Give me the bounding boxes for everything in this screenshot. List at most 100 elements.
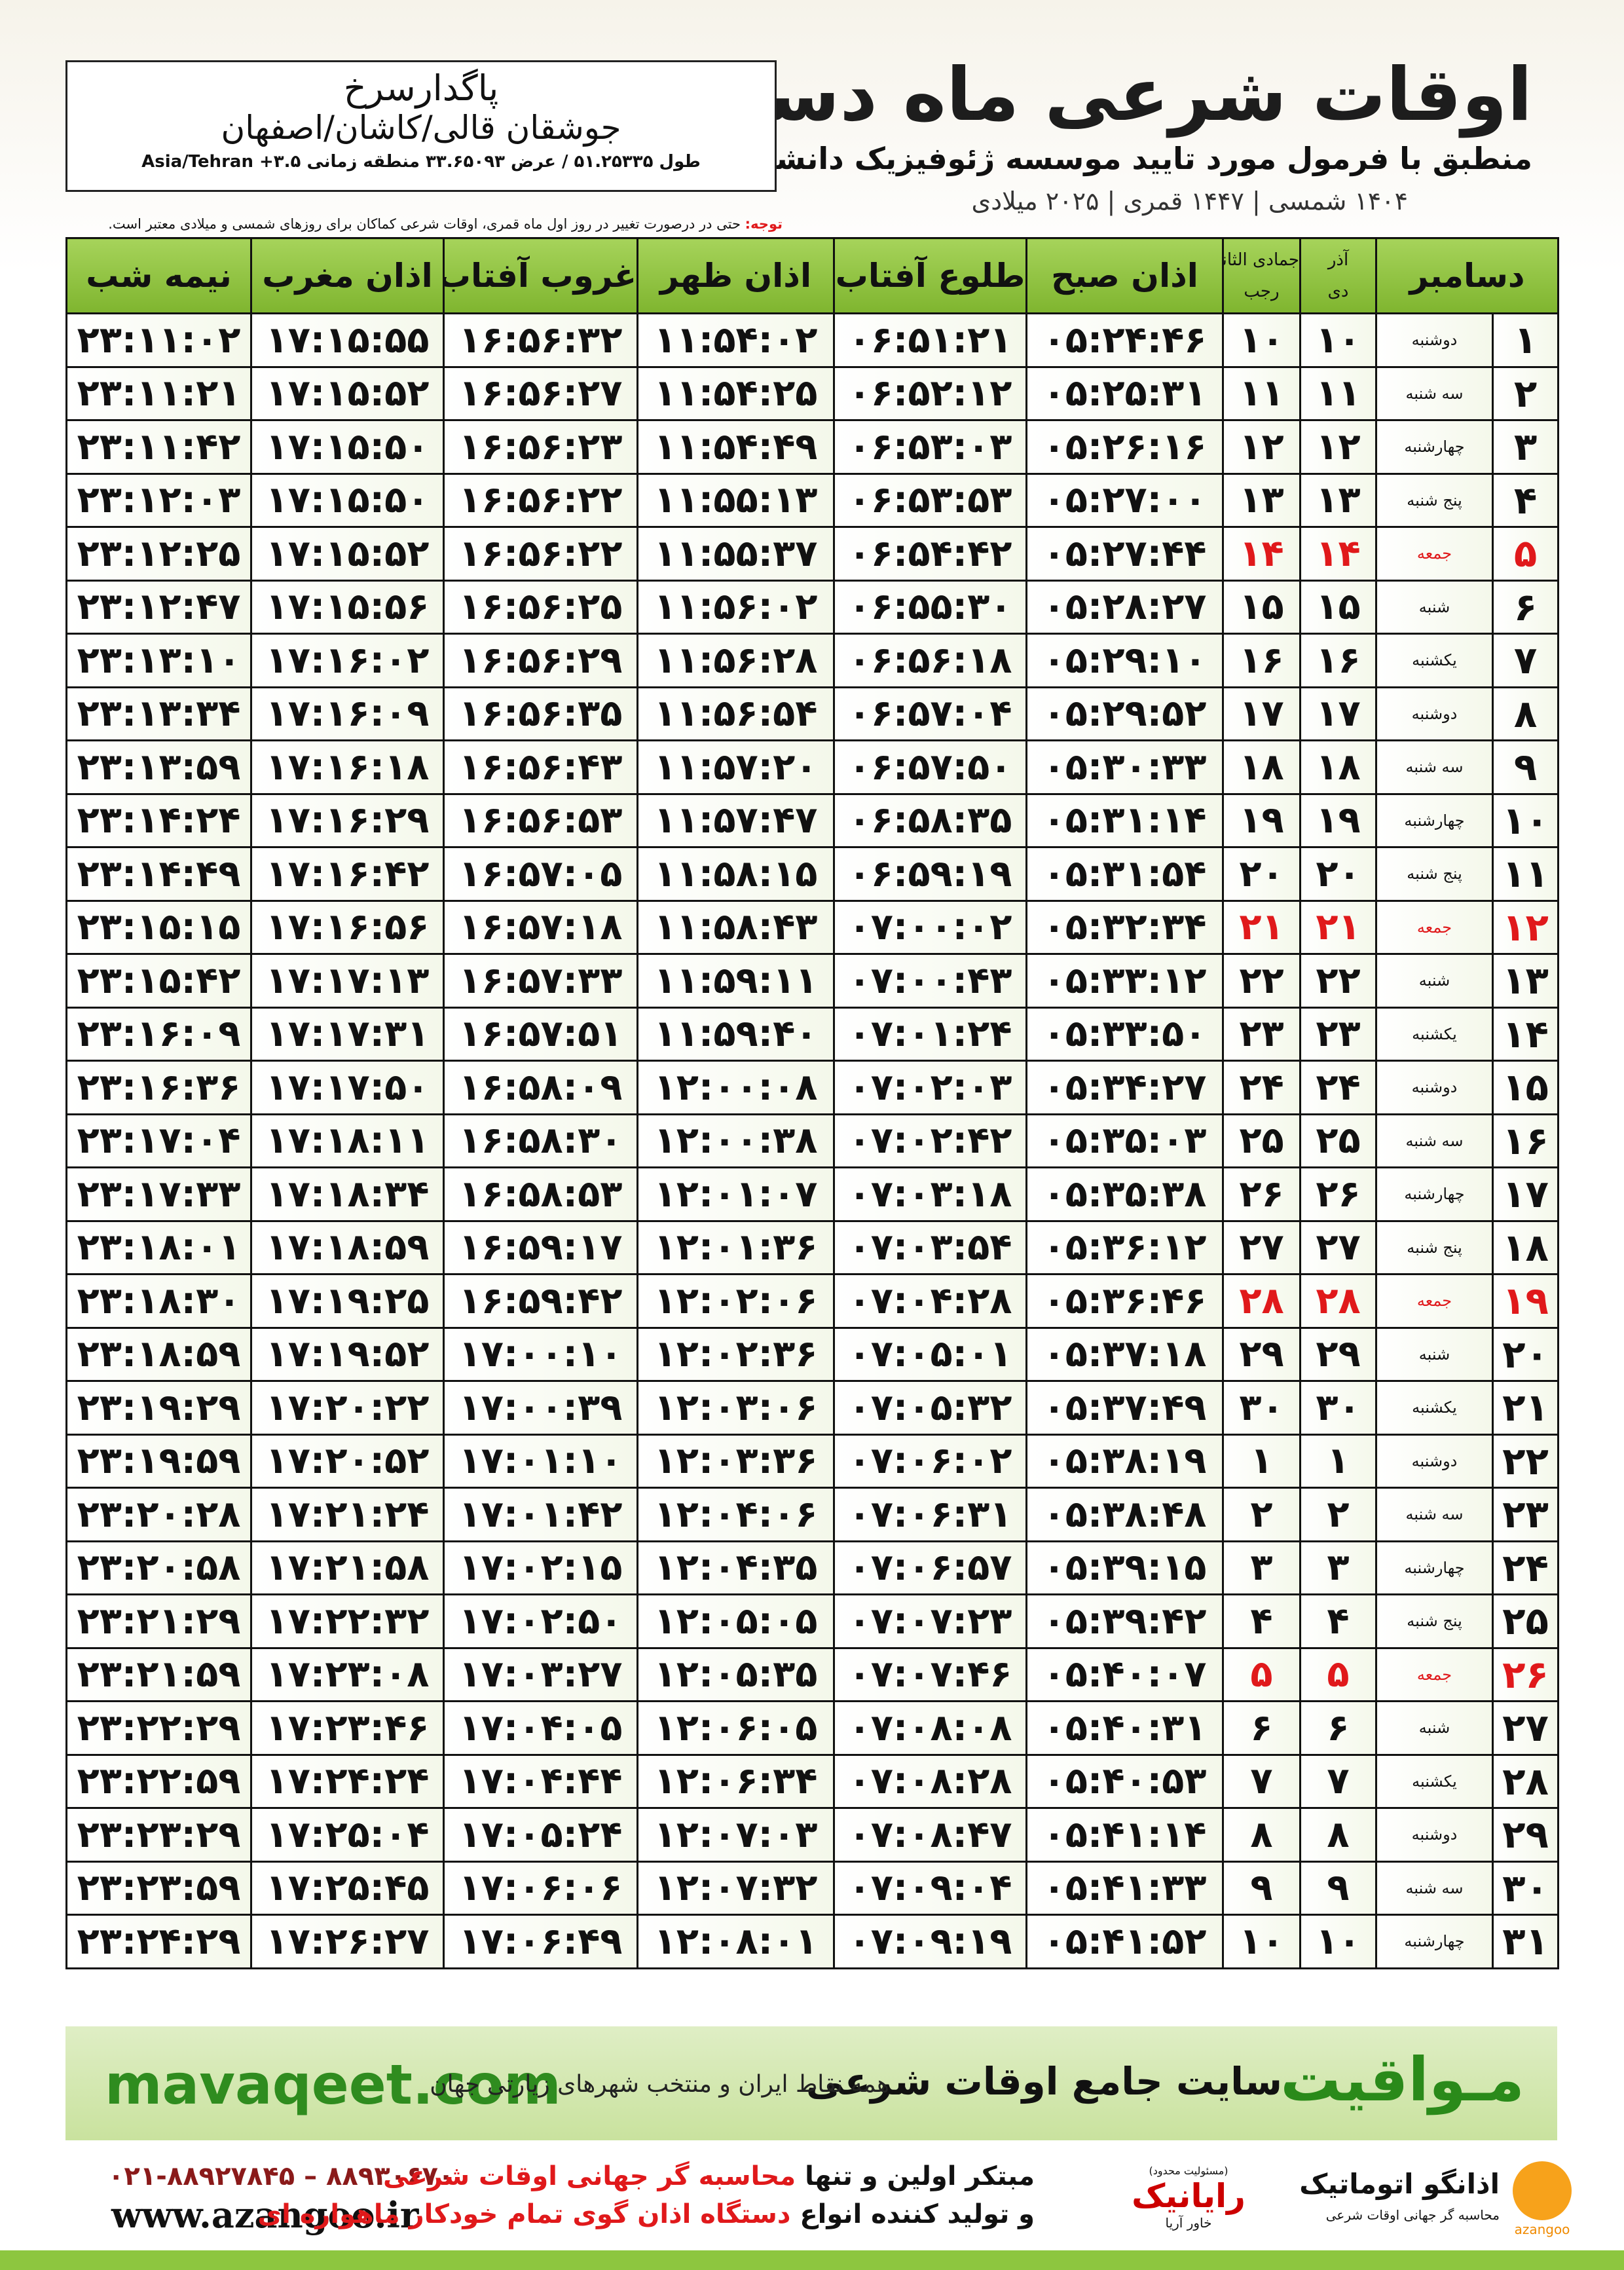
weekday: پنج شنبه [1375,846,1494,902]
time-cell: ۱۷:۱۶:۰۹ [250,686,445,741]
table-row: ۱۷ چهارشنبه ۲۶ ۲۶ ۰۵:۳۵:۳۸ ۰۷:۰۳:۱۸ ۱۲:۰۱:۰۷ ۱۶… [65,1166,1560,1222]
time-cell: ۱۷:۰۲:۵۰ [443,1593,638,1649]
time-cell: ۱۷:۰۶:۴۹ [443,1914,638,1969]
day-number: ۲۵ [1492,1593,1560,1649]
time-cell: ۰۵:۴۰:۵۳ [1025,1753,1224,1809]
col-qamari-top: جمادی الثانی [1225,250,1299,270]
location-coords: طول ۵۱.۲۵۳۳۵ / عرض ۳۳.۶۵۰۹۳ منطقه زمانی … [141,152,701,172]
day-number: ۲ [1492,365,1560,421]
time-cell: ۲۳:۲۳:۵۹ [65,1860,252,1916]
time-cell: ۰۵:۳۳:۵۰ [1025,1006,1224,1062]
phones: ۰۲۱-۸۸۹۲۷۸۴۵ – ۸۸۹۳۰۶۷۰ [108,2161,454,2191]
col-shamsi-bottom: دی [1327,282,1349,301]
time-cell: ۱۱:۵۴:۴۹ [637,419,835,475]
weekday: چهارشنبه [1375,792,1494,848]
day-number: ۳ [1492,419,1560,475]
table-row: ۵ جمعه ۱۴ ۱۴ ۰۵:۲۷:۴۴ ۰۶:۵۴:۴۲ ۱۱:۵۵:۳۷ ۱۶:۵۶:۲… [65,526,1560,582]
table-row: ۱۴ یکشنبه ۲۳ ۲۳ ۰۵:۳۳:۵۰ ۰۷:۰۱:۲۴ ۱۱:۵۹:۴۰ ۱۶:۵… [65,1006,1560,1062]
table-row: ۳۱ چهارشنبه ۱۰ ۱۰ ۰۵:۴۱:۵۲ ۰۷:۰۹:۱۹ ۱۲:۰۸:۰۱ ۱۷… [65,1914,1560,1969]
time-cell: ۱۲:۰۲:۰۶ [637,1273,835,1329]
date-cell: ۲۹ [1222,1326,1301,1382]
date-cell: ۱۹ [1222,792,1301,848]
day-number: ۱۸ [1492,1219,1560,1275]
time-cell: ۱۷:۲۶:۲۷ [250,1914,445,1969]
time-cell: ۰۷:۰۷:۴۶ [833,1647,1027,1702]
time-cell: ۲۳:۱۸:۰۱ [65,1219,252,1275]
table-row: ۲۹ دوشنبه ۸ ۸ ۰۵:۴۱:۱۴ ۰۷:۰۸:۴۷ ۱۲:۰۷:۰۳ ۱۷:۰۵:… [65,1807,1560,1863]
time-cell: ۰۵:۲۷:۴۴ [1025,526,1224,582]
time-cell: ۱۷:۱۶:۱۸ [250,739,445,795]
time-cell: ۱۷:۱۶:۵۶ [250,899,445,955]
day-number: ۵ [1492,526,1560,582]
time-cell: ۰۷:۰۹:۱۹ [833,1914,1027,1969]
table-row: ۲۳ سه شنبه ۲ ۲ ۰۵:۳۸:۴۸ ۰۷:۰۶:۳۱ ۱۲:۰۴:۰۶ ۱۷:۰۱… [65,1487,1560,1542]
note-label: توجه: [745,216,783,232]
time-cell: ۲۳:۲۴:۲۹ [65,1914,252,1969]
date-cell: ۱۴ [1299,526,1377,582]
date-cell: ۲۵ [1222,1113,1301,1168]
time-cell: ۰۵:۲۹:۱۰ [1025,633,1224,688]
time-cell: ۱۶:۵۷:۰۵ [443,846,638,902]
time-cell: ۰۵:۴۰:۳۱ [1025,1700,1224,1756]
time-cell: ۰۵:۴۱:۳۳ [1025,1860,1224,1916]
time-cell: ۱۶:۵۸:۵۳ [443,1166,638,1222]
time-cell: ۰۷:۰۸:۲۸ [833,1753,1027,1809]
time-cell: ۱۶:۵۶:۴۳ [443,739,638,795]
time-cell: ۰۵:۳۸:۱۹ [1025,1433,1224,1489]
time-cell: ۱۷:۱۵:۵۶ [250,579,445,635]
location-box: پاگدارسرخ جوشقان قالی/کاشان/اصفهان طول ۵… [65,60,777,192]
time-cell: ۲۳:۱۶:۰۹ [65,1006,252,1062]
col-qamari: جمادی الثانی رجب [1222,237,1301,314]
time-cell: ۰۶:۵۵:۳۰ [833,579,1027,635]
time-cell: ۰۶:۵۹:۱۹ [833,846,1027,902]
text: محاسبه گر جهانی اوقات شرعی [1325,2207,1500,2223]
time-cell: ۰۵:۳۲:۳۴ [1025,899,1224,955]
time-cell: ۱۱:۵۶:۰۲ [637,579,835,635]
day-number: ۱۰ [1492,792,1560,848]
col-shamsi-top: آذر [1327,250,1349,270]
date-cell: ۳ [1299,1540,1377,1595]
time-cell: ۰۷:۰۵:۰۱ [833,1326,1027,1382]
date-cell: ۲۴ [1222,1060,1301,1115]
location-region: جوشقان قالی/کاشان/اصفهان [221,109,621,147]
date-cell: ۱ [1222,1433,1301,1489]
time-cell: ۱۶:۵۷:۳۳ [443,953,638,1009]
time-cell: ۲۳:۱۶:۳۶ [65,1060,252,1115]
time-cell: ۰۶:۵۷:۵۰ [833,739,1027,795]
weekday: چهارشنبه [1375,1914,1494,1969]
date-cell: ۲۲ [1299,953,1377,1009]
day-number: ۸ [1492,686,1560,741]
table-row: ۱۵ دوشنبه ۲۴ ۲۴ ۰۵:۳۴:۲۷ ۰۷:۰۲:۰۳ ۱۲:۰۰:۰۸ ۱۶:۵… [65,1060,1560,1115]
date-cell: ۶ [1299,1700,1377,1756]
time-cell: ۱۷:۲۱:۵۸ [250,1540,445,1595]
time-cell: ۱۶:۵۶:۲۷ [443,365,638,421]
time-cell: ۱۶:۵۹:۴۲ [443,1273,638,1329]
weekday: دوشنبه [1375,1060,1494,1115]
table-row: ۳۰ سه شنبه ۹ ۹ ۰۵:۴۱:۳۳ ۰۷:۰۹:۰۴ ۱۲:۰۷:۳۲ ۱۷:۰۶… [65,1860,1560,1916]
time-cell: ۱۷:۱۸:۳۴ [250,1166,445,1222]
date-cell: ۲۸ [1222,1273,1301,1329]
table-row: ۲۴ چهارشنبه ۳ ۳ ۰۵:۳۹:۱۵ ۰۷:۰۶:۵۷ ۱۲:۰۴:۳۵ ۱۷:۰… [65,1540,1560,1595]
col-time: اذان مغرب [250,237,445,314]
time-cell: ۱۶:۵۶:۲۲ [443,526,638,582]
date-cell: ۱۷ [1299,686,1377,741]
weekday: جمعه [1375,1647,1494,1702]
time-cell: ۰۵:۳۰:۳۳ [1025,739,1224,795]
time-cell: ۱۲:۰۸:۰۱ [637,1914,835,1969]
weekday: شنبه [1375,1700,1494,1756]
time-cell: ۲۳:۲۱:۵۹ [65,1647,252,1702]
time-cell: ۰۵:۳۹:۴۲ [1025,1593,1224,1649]
time-cell: ۰۷:۰۶:۳۱ [833,1487,1027,1542]
date-cell: ۲۳ [1299,1006,1377,1062]
weekday: سه شنبه [1375,1113,1494,1168]
time-cell: ۱۷:۱۹:۲۵ [250,1273,445,1329]
time-cell: ۰۵:۳۳:۱۲ [1025,953,1224,1009]
date-cell: ۱۲ [1299,419,1377,475]
day-number: ۶ [1492,579,1560,635]
day-number: ۲۲ [1492,1433,1560,1489]
time-cell: ۰۵:۲۴:۴۶ [1025,312,1224,368]
time-cell: ۰۵:۲۸:۲۷ [1025,579,1224,635]
time-cell: ۲۳:۱۱:۰۲ [65,312,252,368]
time-cell: ۰۷:۰۸:۴۷ [833,1807,1027,1863]
